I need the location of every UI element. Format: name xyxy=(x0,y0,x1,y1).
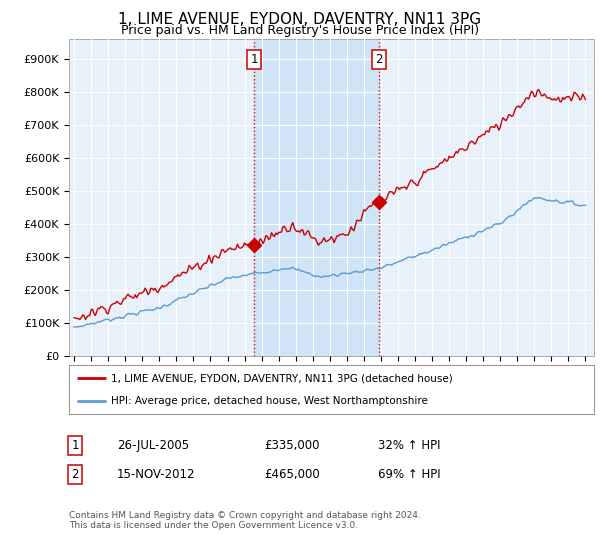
Text: Price paid vs. HM Land Registry's House Price Index (HPI): Price paid vs. HM Land Registry's House … xyxy=(121,24,479,36)
Text: 2: 2 xyxy=(375,53,383,66)
Text: 2: 2 xyxy=(71,468,79,482)
Text: 1: 1 xyxy=(71,438,79,452)
Text: 1, LIME AVENUE, EYDON, DAVENTRY, NN11 3PG: 1, LIME AVENUE, EYDON, DAVENTRY, NN11 3P… xyxy=(118,12,482,27)
Text: Contains HM Land Registry data © Crown copyright and database right 2024.
This d: Contains HM Land Registry data © Crown c… xyxy=(69,511,421,530)
Text: 26-JUL-2005: 26-JUL-2005 xyxy=(117,438,189,452)
Text: 1, LIME AVENUE, EYDON, DAVENTRY, NN11 3PG (detached house): 1, LIME AVENUE, EYDON, DAVENTRY, NN11 3P… xyxy=(111,374,453,384)
Text: 32% ↑ HPI: 32% ↑ HPI xyxy=(378,438,440,452)
Bar xyxy=(254,39,379,356)
Text: 15-NOV-2012: 15-NOV-2012 xyxy=(117,468,196,482)
Text: £465,000: £465,000 xyxy=(264,468,320,482)
Text: 69% ↑ HPI: 69% ↑ HPI xyxy=(378,468,440,482)
Text: HPI: Average price, detached house, West Northamptonshire: HPI: Average price, detached house, West… xyxy=(111,396,428,406)
Text: £335,000: £335,000 xyxy=(264,438,320,452)
Text: 1: 1 xyxy=(250,53,257,66)
